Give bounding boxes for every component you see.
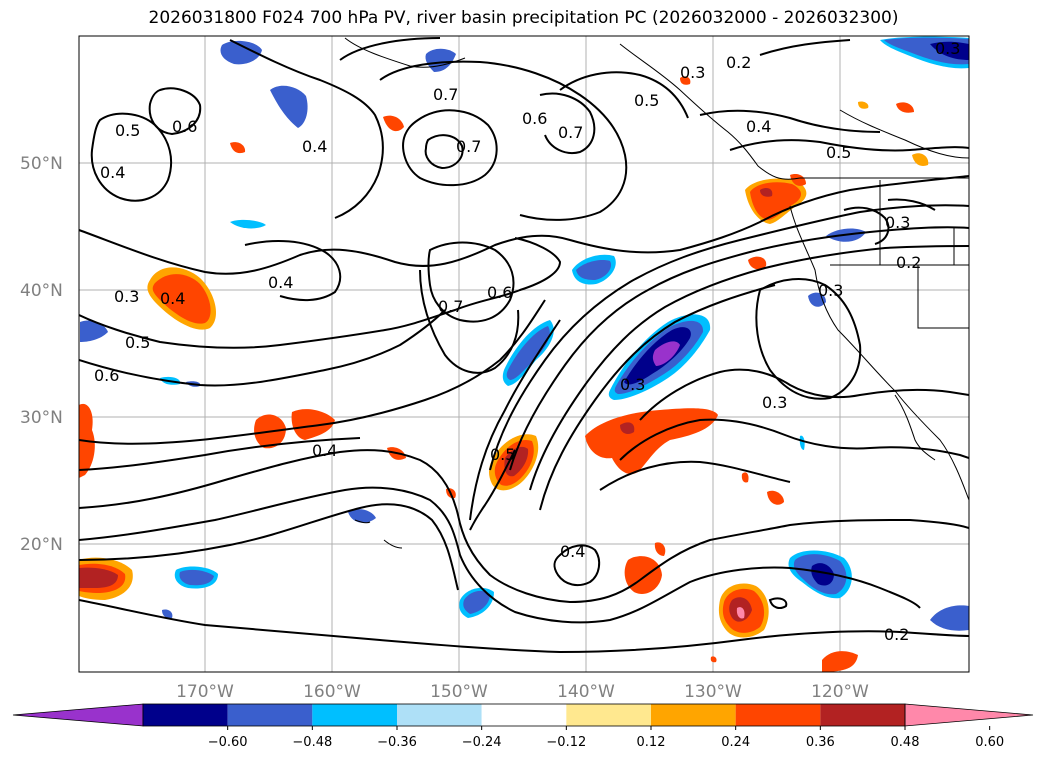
- precip-negative-areas: [80, 36, 969, 631]
- contour-label: 0.6: [94, 366, 119, 385]
- contour-label: 0.7: [456, 137, 481, 156]
- colorbar-extend-high: [904, 703, 1034, 727]
- contour-label: 0.3: [620, 375, 645, 394]
- contour-label: 0.3: [680, 63, 705, 82]
- colorbar-frame: [142, 703, 906, 727]
- colorbar: −0.60 −0.48 −0.36 −0.24 −0.12 0.12 0.24 0.36 0.4…: [12, 703, 1034, 750]
- colorbar-swatch: [735, 704, 821, 726]
- contour-label: 0.6: [487, 283, 512, 302]
- colorbar-swatch: [397, 704, 482, 726]
- colorbar-swatch: [481, 704, 567, 726]
- coastlines-borders: [344, 37, 969, 549]
- contour-label: 0.4: [100, 163, 125, 182]
- contour-label: 0.7: [558, 123, 583, 142]
- contour-label: 0.3: [762, 393, 787, 412]
- colorbar-tick-label: −0.12: [546, 735, 586, 750]
- contour-label: 0.2: [726, 53, 751, 72]
- contour-label: 0.3: [935, 39, 960, 58]
- lon-label-160w: 160°W: [303, 682, 361, 702]
- contour-label: 0.4: [302, 137, 327, 156]
- lat-label-40n: 40°N: [20, 281, 63, 301]
- contour-labels: 0.5 0.6 0.4 0.7 0.7 0.6 0.7 0.5 0.2 0.4 …: [94, 39, 960, 644]
- colorbar-tick-label: 0.12: [637, 735, 666, 750]
- contour-label: 0.4: [160, 289, 185, 308]
- lon-label-140w: 140°W: [557, 682, 615, 702]
- lat-label-50n: 50°N: [20, 154, 63, 174]
- contour-label: 0.5: [115, 121, 140, 140]
- contour-label: 0.4: [746, 117, 771, 136]
- contour-label: 0.5: [634, 91, 659, 110]
- gridlines: [79, 36, 969, 672]
- colorbar-swatch: [312, 704, 397, 726]
- contour-label: 0.5: [826, 143, 851, 162]
- contour-label: 0.6: [522, 109, 547, 128]
- colorbar-tick-label: 0.48: [891, 735, 920, 750]
- colorbar-swatch: [227, 704, 313, 726]
- contour-label: 0.7: [433, 85, 458, 104]
- contour-label: 0.5: [490, 445, 515, 464]
- colorbar-swatch: [566, 704, 651, 726]
- colorbar-tick-label: −0.48: [292, 735, 332, 750]
- colorbar-tick-label: −0.24: [462, 735, 502, 750]
- contour-label: 0.4: [312, 441, 337, 460]
- colorbar-tick-label: −0.60: [208, 735, 248, 750]
- contour-label: 0.3: [818, 281, 843, 300]
- contour-label: 0.3: [114, 287, 139, 306]
- lon-label-170w: 170°W: [176, 682, 234, 702]
- longitude-labels: 170°W 160°W 150°W 140°W 130°W 120°W: [176, 682, 869, 702]
- latitude-labels: 50°N 40°N 30°N 20°N: [20, 154, 63, 555]
- contour-label: 0.6: [172, 117, 197, 136]
- contour-label: 0.3: [885, 213, 910, 232]
- map-title: 2026031800 F024 700 hPa PV, river basin …: [148, 8, 899, 28]
- colorbar-tick-label: −0.36: [377, 735, 417, 750]
- lon-label-150w: 150°W: [430, 682, 488, 702]
- colorbar-tick-label: 0.24: [721, 735, 750, 750]
- contour-label: 0.5: [125, 333, 150, 352]
- contour-label: 0.2: [884, 625, 909, 644]
- contour-label: 0.7: [438, 297, 463, 316]
- lon-label-120w: 120°W: [811, 682, 869, 702]
- colorbar-tick-label: 0.60: [975, 735, 1004, 750]
- pv-contours: [79, 37, 969, 654]
- colorbar-extend-low: [12, 703, 144, 727]
- colorbar-swatch: [651, 704, 736, 726]
- plot-frame: [78, 35, 970, 673]
- contour-label: 0.4: [268, 273, 293, 292]
- colorbar-swatch: [143, 704, 228, 726]
- lon-label-130w: 130°W: [684, 682, 742, 702]
- contour-label: 0.2: [896, 253, 921, 272]
- contour-label: 0.4: [560, 542, 585, 561]
- lat-label-20n: 20°N: [20, 535, 63, 555]
- colorbar-tick-label: 0.36: [806, 735, 835, 750]
- colorbar-swatch: [820, 704, 905, 726]
- lat-label-30n: 30°N: [20, 408, 63, 428]
